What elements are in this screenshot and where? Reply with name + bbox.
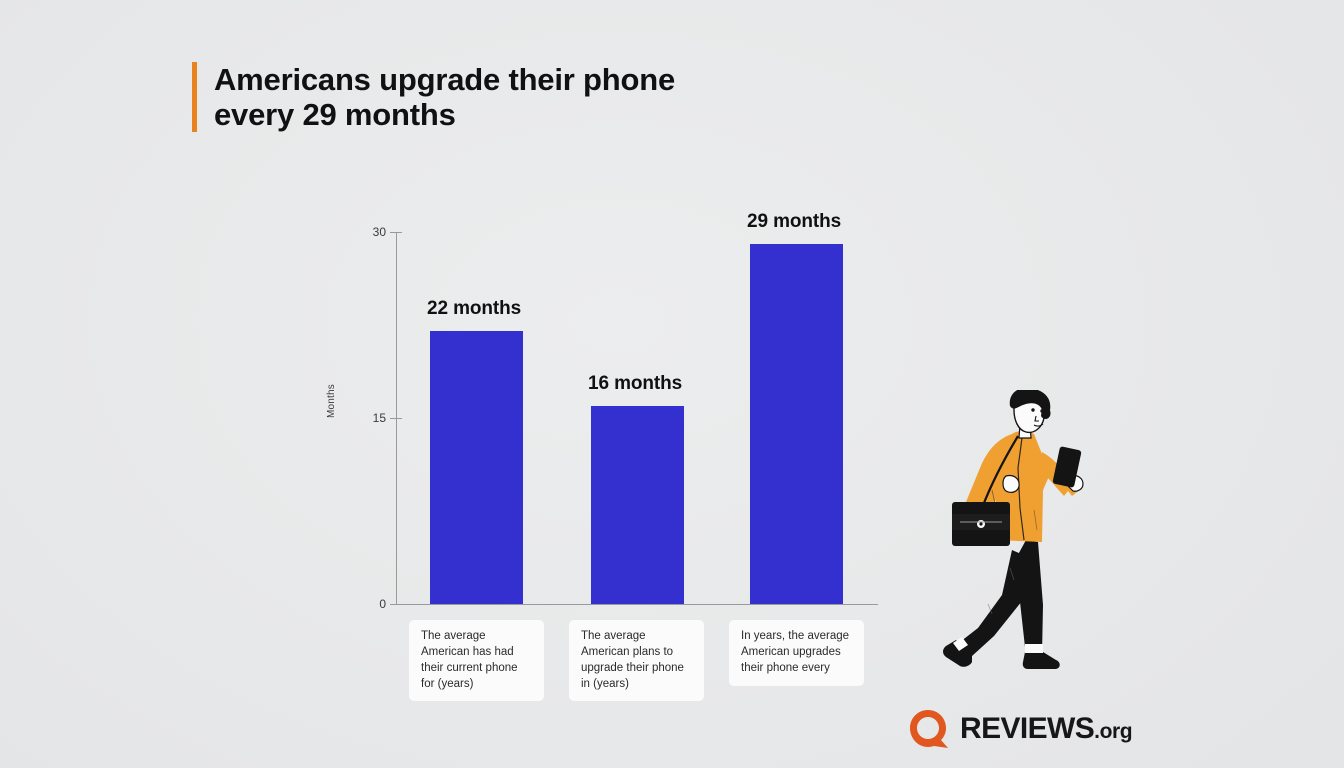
y-tick-label-0: 0 [379, 597, 386, 611]
title-block: Americans upgrade their phone every 29 m… [192, 62, 676, 133]
bar-2 [591, 405, 684, 604]
category-label-1: The average American has had their curre… [409, 620, 544, 702]
bar-3 [750, 244, 843, 604]
title-accent-bar [192, 62, 197, 133]
bar-1 [430, 331, 523, 604]
y-tick-label-30: 30 [372, 225, 386, 239]
bar-value-3: 29 months [747, 211, 842, 233]
q-speech-bubble-icon [908, 708, 950, 750]
reviews-org-logo: REVIEWS.org [908, 708, 1133, 750]
logo-name: REVIEWS [960, 712, 1095, 745]
logo-tld: .org [1094, 720, 1133, 743]
logo-wordmark: REVIEWS.org [960, 712, 1133, 745]
person-walking-with-phone-illustration [930, 387, 1110, 680]
bar-value-1: 22 months [427, 298, 522, 320]
y-tick-15 [390, 418, 402, 419]
x-axis-line [396, 604, 878, 605]
y-axis-title: Months [326, 384, 337, 418]
bar-value-2: 16 months [588, 372, 683, 394]
category-label-3: In years, the average American upgrades … [729, 620, 864, 686]
category-label-2: The average American plans to upgrade th… [569, 620, 704, 702]
y-tick-0 [390, 604, 402, 605]
y-tick-30 [390, 232, 402, 233]
y-tick-label-15: 15 [372, 411, 386, 425]
page-title: Americans upgrade their phone every 29 m… [214, 62, 676, 132]
